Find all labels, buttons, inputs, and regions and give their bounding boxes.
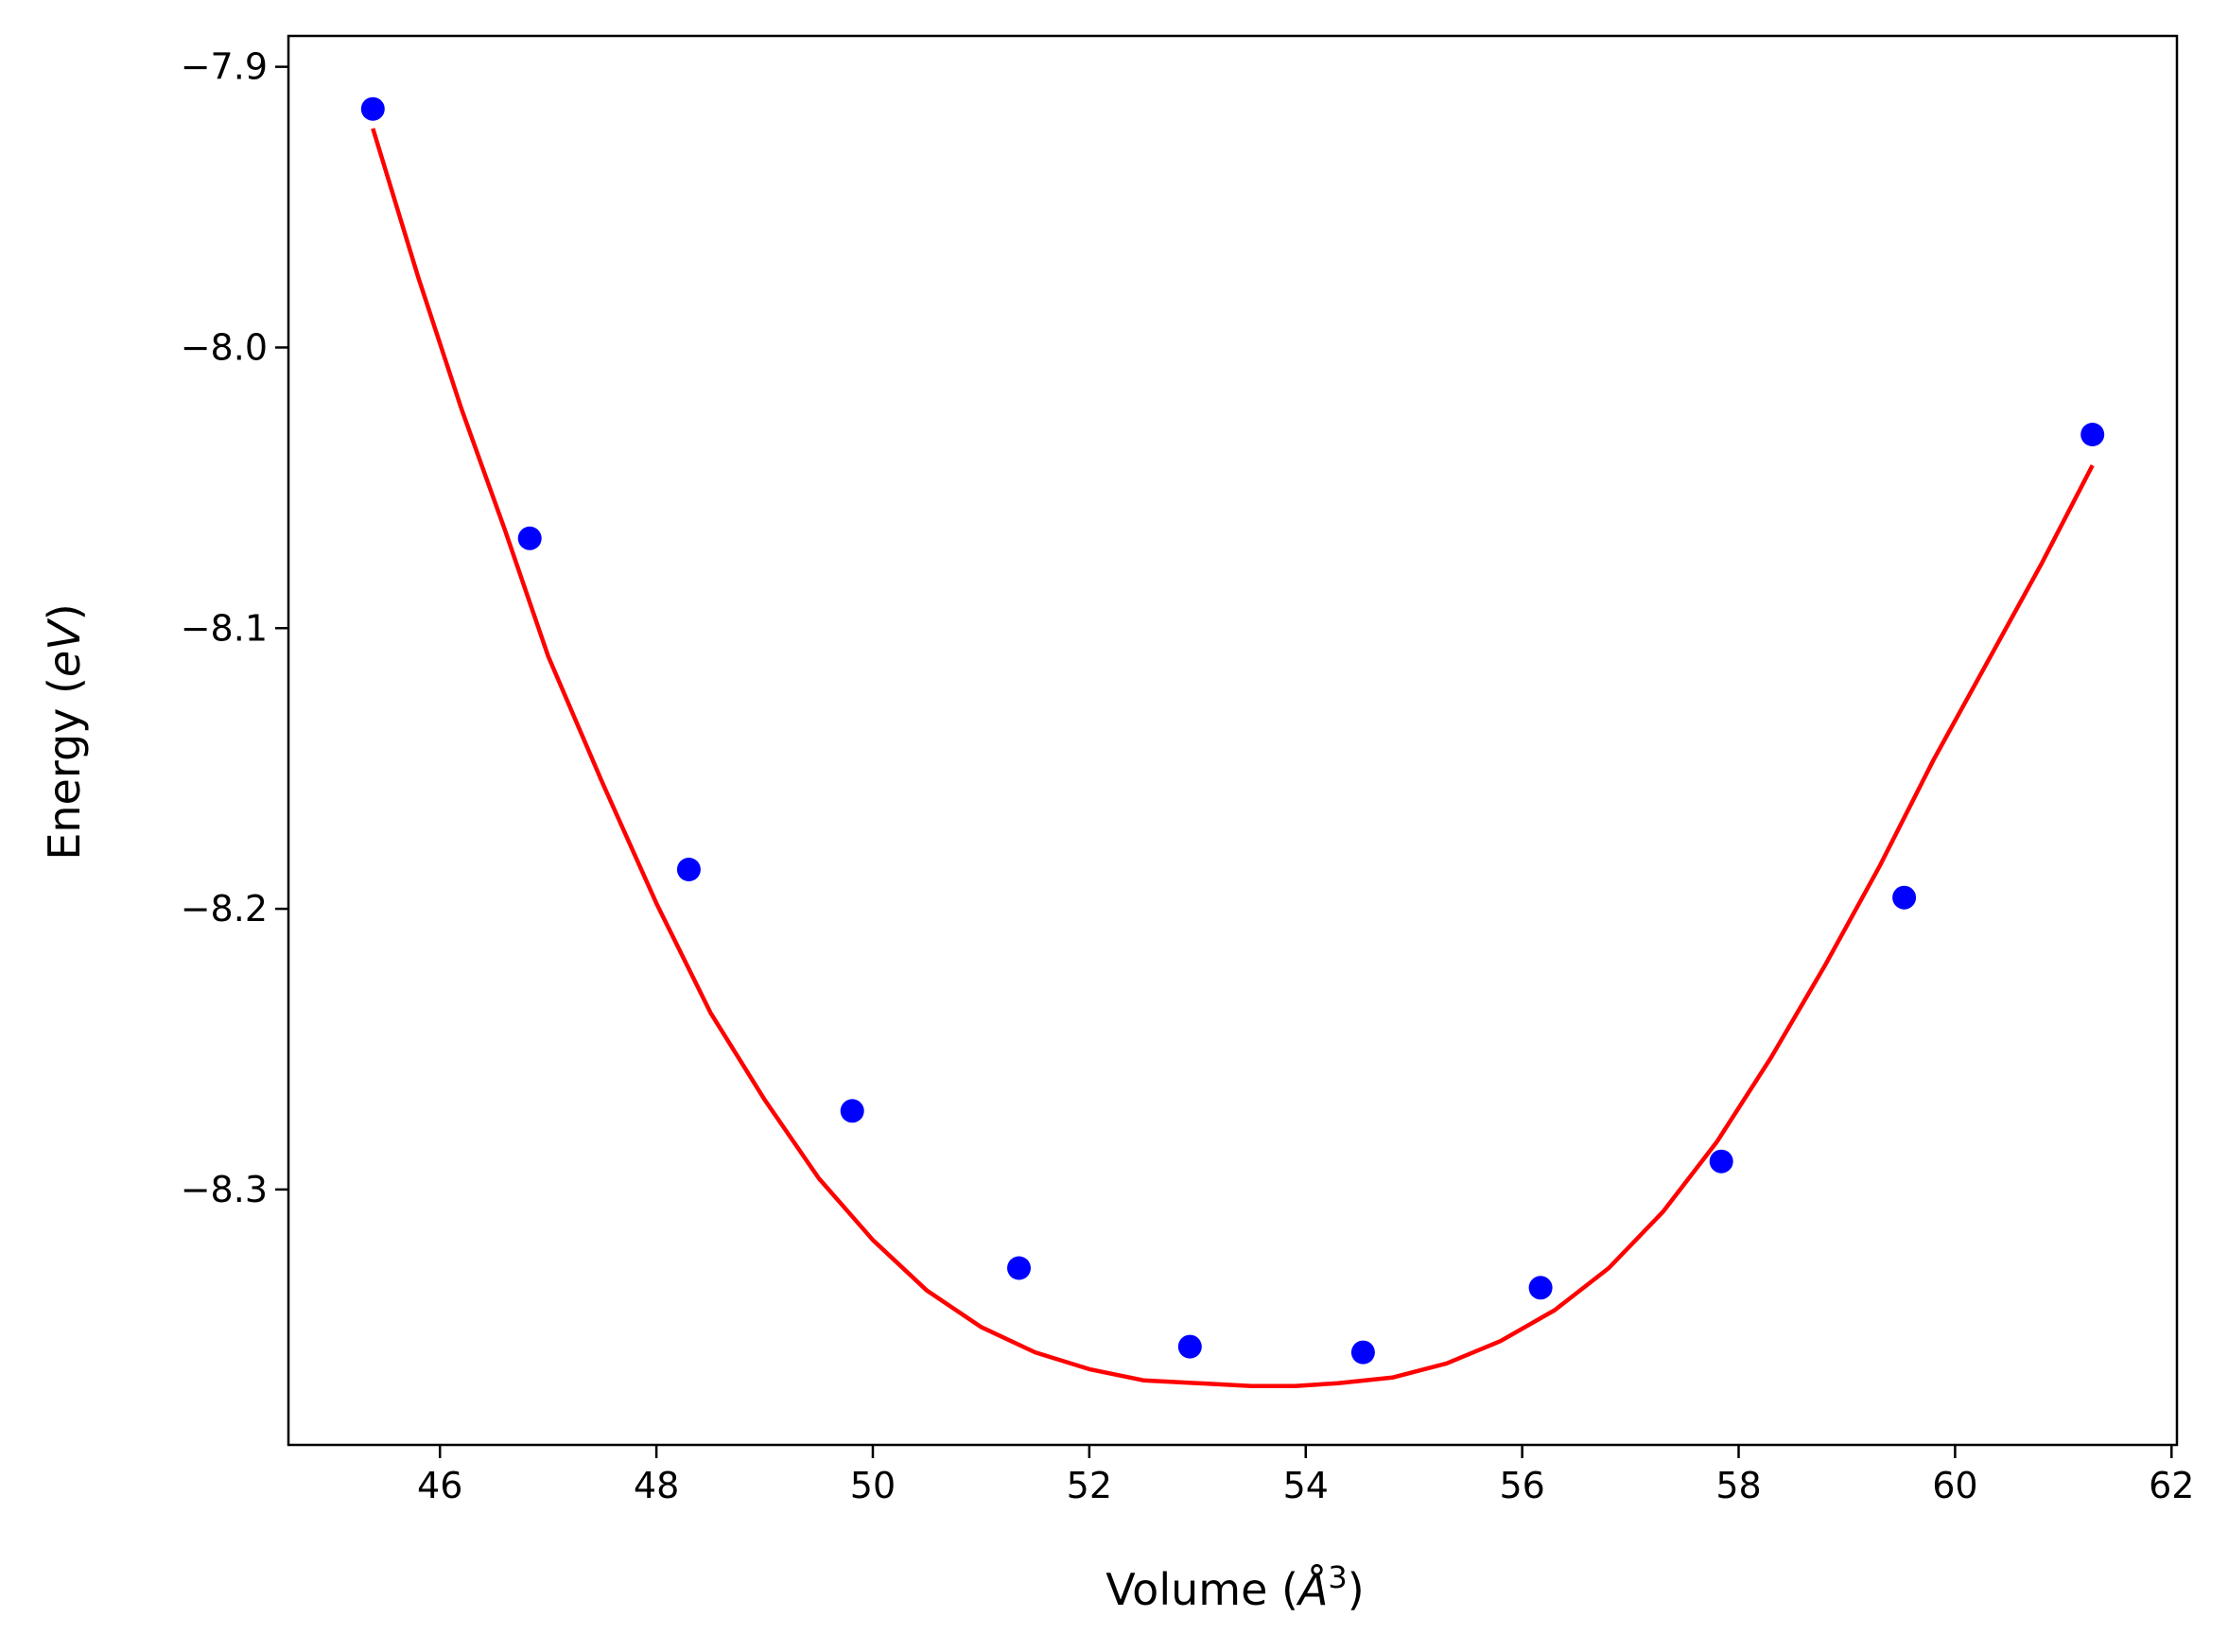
x-tick-label-58: 58 [1715, 1465, 1761, 1506]
x-axis-label-symbol: Å [1296, 1564, 1328, 1615]
x-tick-label-46: 46 [417, 1465, 462, 1506]
plot-frame [287, 34, 2179, 1447]
x-tick-label-54: 54 [1283, 1465, 1329, 1506]
y-tick-label-3: −8.1 [181, 607, 268, 649]
data-point-9 [1709, 1149, 1733, 1174]
y-tick-label-2: −8.0 [181, 326, 268, 368]
y-axis-label-close: ) [39, 603, 90, 620]
plot-area [360, 96, 2105, 1388]
x-tick-label-48: 48 [634, 1465, 679, 1506]
y-axis-label-text: Energy ( [39, 677, 90, 861]
data-point-3 [676, 858, 701, 881]
data-point-2 [517, 526, 542, 550]
data-point-10 [1892, 885, 1917, 910]
x-axis-label-power: 3 [1328, 1559, 1347, 1595]
data-point-7 [1350, 1340, 1375, 1365]
x-tick-label-52: 52 [1067, 1465, 1112, 1506]
x-tick-label-50: 50 [850, 1465, 896, 1506]
x-tick-label-62: 62 [2149, 1465, 2194, 1506]
y-tick-label-4: −8.2 [181, 888, 268, 930]
x-tick-label-56: 56 [1499, 1465, 1544, 1506]
data-point-1 [360, 96, 385, 121]
y-tick-label-1: −7.9 [181, 46, 268, 88]
y-axis-label: Energy (eV) [39, 603, 90, 860]
data-point-6 [1177, 1334, 1202, 1359]
y-tick-label-5: −8.3 [181, 1169, 268, 1210]
x-axis-label: Volume (Å3) [1105, 1559, 1364, 1615]
fit-curve-line [371, 128, 2095, 1388]
data-point-11 [2080, 423, 2105, 446]
x-tick-label-60: 60 [1932, 1465, 1977, 1506]
data-point-4 [840, 1099, 864, 1123]
x-axis-label-close: ) [1348, 1564, 1365, 1615]
x-axis-label-text: Volume ( [1105, 1564, 1298, 1615]
data-point-8 [1528, 1276, 1553, 1300]
y-axis-label-unit: eV [39, 617, 90, 677]
data-point-5 [1007, 1256, 1031, 1280]
axes: 46 48 50 52 54 56 58 60 62 −7.9 −8.0 −8.1 −8.2 −8.3 [181, 46, 2195, 1506]
